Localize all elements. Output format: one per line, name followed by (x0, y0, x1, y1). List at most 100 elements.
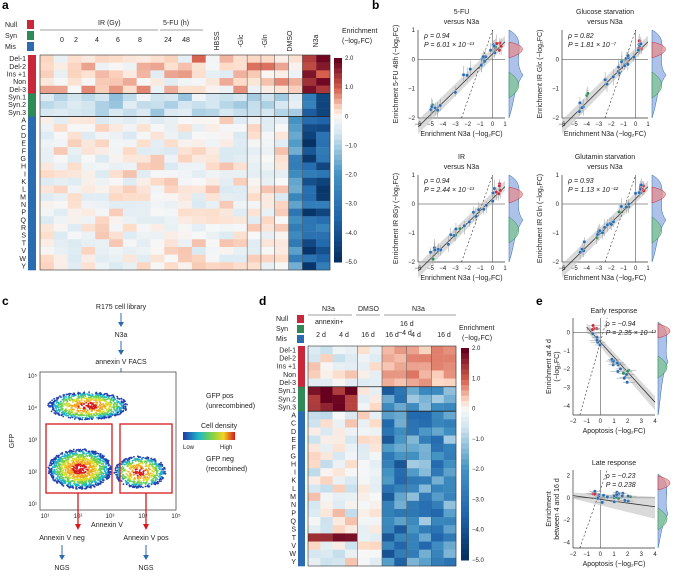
a-heat-cell (81, 177, 96, 186)
d-heat-cell (394, 508, 407, 518)
d-colorbar-tick: 1.0 (472, 376, 481, 382)
flow-event (89, 417, 92, 419)
a-heat-cell (233, 193, 248, 202)
a-heat-cell (122, 108, 137, 117)
flow-event (73, 469, 76, 472)
a-heat-cell (67, 85, 82, 94)
a-heat-cell (95, 78, 110, 86)
a-heat-cell (81, 101, 96, 109)
a-heat-cell (109, 147, 124, 156)
flow-event (154, 480, 157, 483)
a-heat-cell (67, 131, 82, 140)
flow-event (133, 459, 135, 461)
flow-event (66, 475, 68, 478)
flow-event (104, 412, 107, 414)
flow-event (138, 473, 141, 476)
flow-event (61, 410, 64, 413)
d-colorbar-step (461, 454, 469, 460)
d-colorbar-tick: −3.0 (472, 497, 485, 503)
flow-event (74, 451, 77, 453)
d-col-label: 4 d (339, 332, 349, 339)
flow-event (87, 400, 90, 403)
a-colorbar-step (334, 124, 342, 130)
a-heat-cell (205, 101, 220, 109)
d-row-category (298, 443, 305, 453)
d-heat-cell (369, 508, 383, 518)
flow-event (72, 408, 74, 411)
d-heat-cell (394, 468, 407, 477)
flow-event (61, 407, 64, 410)
a-heat-cell (178, 193, 193, 202)
d-heat-cell (406, 500, 420, 510)
flow-event (80, 484, 83, 487)
d-heat-cell (443, 427, 457, 436)
d-colorbar-step (461, 491, 469, 497)
flow-event (160, 478, 162, 481)
a-col-label: 8 (138, 37, 142, 44)
flow-event (147, 483, 150, 486)
flow-event (106, 461, 109, 464)
a-heat-cell (205, 170, 220, 179)
a-heat-cell (109, 170, 124, 179)
flow-ytick: 10³ (28, 438, 37, 444)
e-point (615, 361, 620, 365)
d-heat-cell (406, 476, 420, 485)
a-heat-cell (164, 93, 179, 102)
panel-b-letter: b (372, 0, 379, 12)
a-heat-cell (260, 231, 275, 240)
d-row-label: Syn.3 (278, 404, 296, 411)
d-colorbar-step (461, 554, 469, 561)
flow-event (108, 467, 111, 470)
flow-event (63, 453, 66, 456)
b-point (492, 186, 497, 191)
a-row-category (28, 239, 36, 248)
d-colorbar-step (461, 401, 469, 407)
a-heat-cell (164, 208, 179, 217)
d-heat-cell (345, 362, 358, 371)
b-point (577, 109, 582, 114)
a-heat-cell (288, 193, 303, 202)
a-heat-cell (233, 101, 248, 109)
d-heat-cell (357, 508, 370, 518)
flow-event (102, 465, 105, 467)
flow-event (103, 395, 106, 398)
d-heat-cell (431, 427, 444, 436)
a-heat-cell (274, 162, 289, 171)
a-heat-cell (40, 231, 55, 240)
a-row-label: Non (13, 79, 26, 86)
flow-event (134, 457, 137, 460)
flow-event (67, 458, 69, 461)
flow-event (49, 469, 52, 472)
flow-event (150, 459, 153, 462)
a-heat-cell (178, 200, 193, 209)
a-heat-cell (164, 78, 179, 86)
d-heat-cell (406, 460, 420, 469)
b-xtick: −2 (464, 122, 472, 128)
d-heat-cell (357, 378, 370, 387)
b-xtick: −4 (583, 122, 591, 128)
a-row-label: Del-1 (9, 56, 26, 63)
flow-event (103, 465, 106, 468)
flow-event (76, 480, 79, 483)
d-heat-cell (357, 468, 370, 477)
b-point (476, 207, 481, 212)
b-point (435, 108, 440, 112)
d-heat-cell (431, 549, 444, 559)
flow-event (90, 483, 93, 486)
a-heat-cell (191, 116, 206, 125)
flow-event (77, 395, 80, 398)
b-point (467, 220, 472, 224)
a-heat-cell (247, 208, 262, 217)
a-heat-cell (205, 147, 220, 156)
a-heat-cell (316, 200, 331, 209)
flow-event (67, 411, 70, 414)
flow-event (120, 407, 123, 409)
a-heat-cell (40, 246, 55, 255)
a-heat-cell (109, 70, 124, 79)
d-colorbar-step (461, 475, 469, 481)
a-colorbar-step (334, 236, 342, 243)
flow-event (159, 476, 162, 479)
flow-event (119, 403, 122, 406)
a-heat-cell (178, 254, 193, 263)
